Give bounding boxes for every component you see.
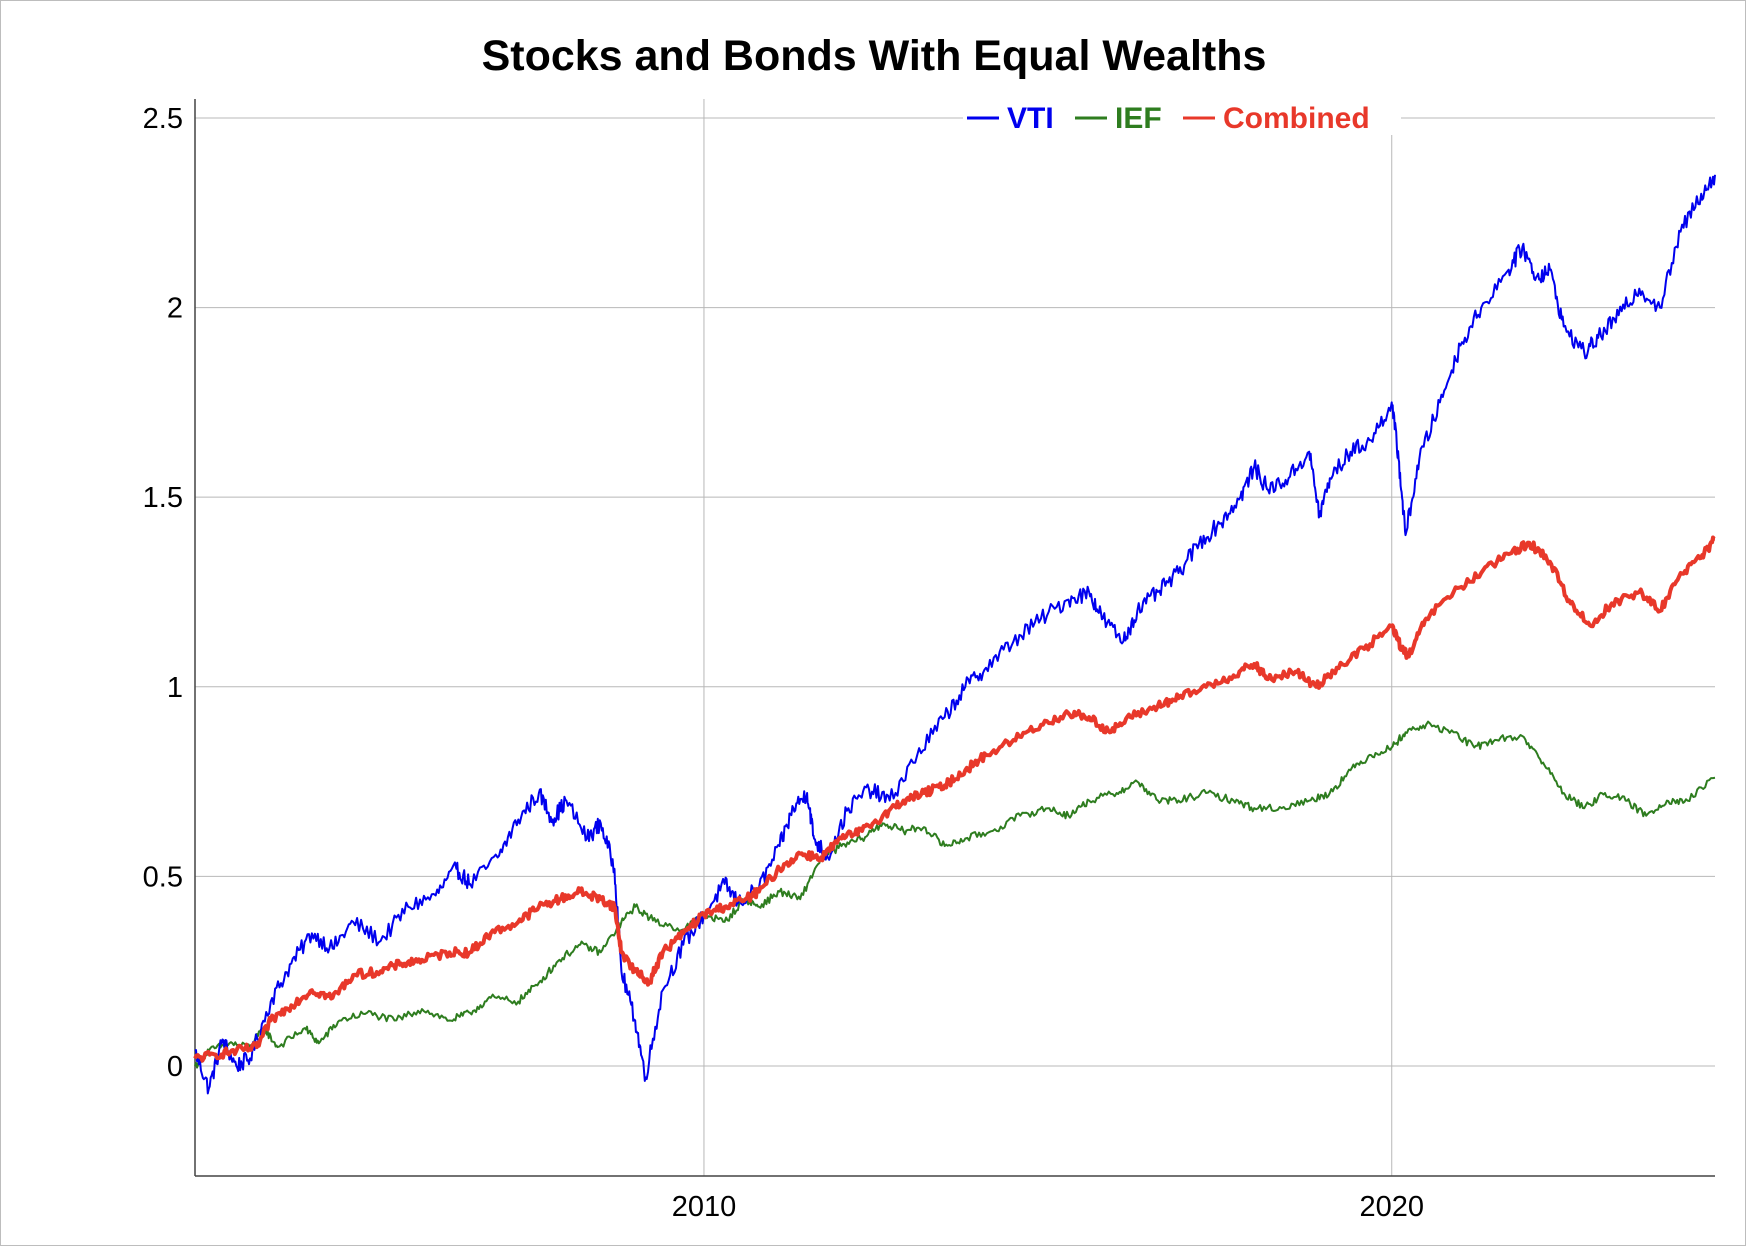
grid bbox=[195, 99, 1715, 1176]
x-axis-ticks: 2010 2020 bbox=[672, 1191, 1424, 1223]
y-tick-label: 0 bbox=[167, 1051, 183, 1083]
y-tick-label: 0.5 bbox=[143, 861, 183, 893]
series-group bbox=[193, 174, 1716, 1095]
y-axis-ticks: 2.5 2 1.5 1 0.5 0 bbox=[143, 103, 183, 1083]
x-tick-label: 2010 bbox=[672, 1191, 737, 1223]
y-tick-label: 2.5 bbox=[143, 103, 183, 135]
y-tick-label: 1 bbox=[167, 672, 183, 704]
y-tick-label: 1.5 bbox=[143, 482, 183, 514]
chart-title: Stocks and Bonds With Equal Wealths bbox=[482, 32, 1267, 80]
series-line-ief bbox=[194, 720, 1716, 1069]
legend-label-ief: IEF bbox=[1115, 102, 1162, 135]
series-line-combined bbox=[193, 535, 1716, 1063]
legend-label-vti: VTI bbox=[1007, 102, 1054, 135]
legend-label-combined: Combined bbox=[1223, 102, 1370, 135]
series-line-vti bbox=[194, 174, 1716, 1095]
x-tick-label: 2020 bbox=[1359, 1191, 1424, 1223]
y-tick-label: 2 bbox=[167, 293, 183, 325]
legend-background bbox=[963, 95, 1401, 135]
legend: VTI IEF Combined bbox=[963, 95, 1401, 135]
